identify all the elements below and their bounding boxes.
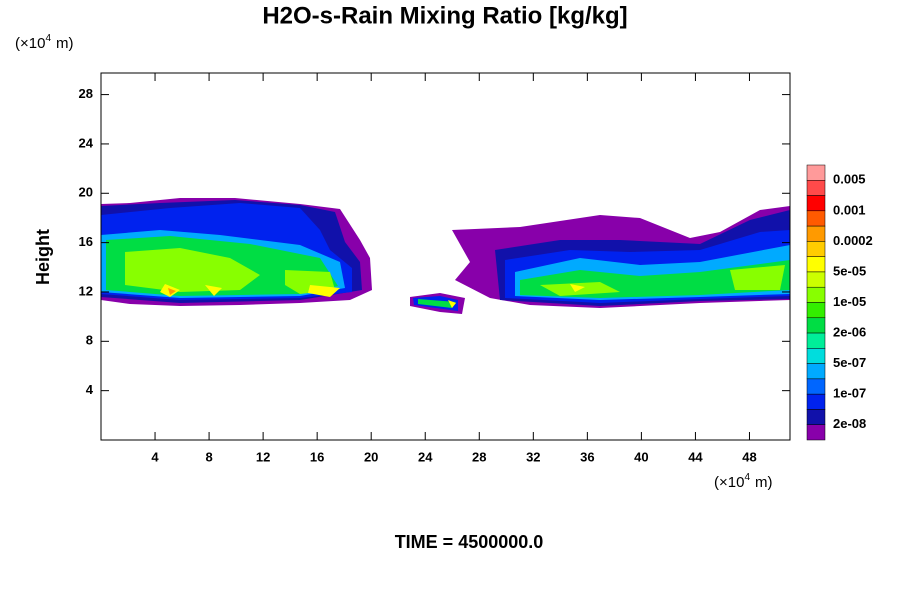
colorbar-label: 1e-05 xyxy=(833,294,866,309)
unit-prefix: (×10 xyxy=(15,35,45,52)
y-axis-label: Height xyxy=(33,229,53,285)
plot-frame xyxy=(100,72,791,441)
colorbar-swatch xyxy=(806,210,826,227)
chart-title: H2O-s-Rain Mixing Ratio [kg/kg] xyxy=(262,2,627,29)
contour-region xyxy=(168,288,176,295)
colorbar-swatch xyxy=(806,271,826,288)
colorbar-swatch xyxy=(806,164,826,181)
colorbar-swatch xyxy=(806,348,826,364)
contour-region xyxy=(125,248,260,292)
x-tick-label: 8 xyxy=(205,449,212,464)
colorbar-label: 2e-06 xyxy=(833,324,866,339)
colorbar-label: 0.0002 xyxy=(833,233,873,248)
x-tick-label: 32 xyxy=(526,449,540,464)
x-unit: (×104 m) xyxy=(714,472,773,491)
y-tick-label: 16 xyxy=(79,234,93,249)
y-tick-label: 8 xyxy=(86,333,93,348)
colorbar-swatch xyxy=(806,393,826,410)
colorbar-label: 0.001 xyxy=(833,202,866,217)
contour-region xyxy=(570,284,585,292)
x-tick-label: 20 xyxy=(364,449,378,464)
colorbar-label: 5e-07 xyxy=(833,355,866,370)
colorbar-swatch xyxy=(806,317,826,334)
colorbar-label: 0.005 xyxy=(833,172,866,187)
x-tick-label: 48 xyxy=(742,449,756,464)
y-tick-label: 20 xyxy=(79,185,93,200)
colorbar-swatch xyxy=(806,424,826,441)
x-tick-label: 12 xyxy=(256,449,270,464)
colorbar-swatch xyxy=(806,180,826,196)
colorbar-swatch xyxy=(806,241,826,257)
colorbar-swatch xyxy=(806,409,826,425)
x-tick-label: 40 xyxy=(634,449,648,464)
colorbar-label: 2e-08 xyxy=(833,416,866,431)
y-tick-label: 4 xyxy=(86,382,94,397)
colorbar-swatch xyxy=(806,332,826,349)
footer: TIME = 4500000.0 xyxy=(395,532,544,552)
unit-exponent: 4 xyxy=(744,472,750,483)
unit-suffix: m) xyxy=(56,35,74,52)
colorbar-swatch xyxy=(806,302,826,319)
contour-region xyxy=(730,265,785,290)
colorbar-label: 5e-05 xyxy=(833,263,866,278)
y-tick-label: 28 xyxy=(79,86,93,101)
contour-region xyxy=(418,299,456,308)
colorbar-label: 1e-07 xyxy=(833,386,866,401)
x-tick-label: 44 xyxy=(688,449,703,464)
contour-region xyxy=(448,300,456,308)
colorbar-swatch xyxy=(806,195,826,212)
x-tick-label: 24 xyxy=(418,449,433,464)
contour-region xyxy=(308,285,340,297)
y-tick-label: 12 xyxy=(79,283,93,298)
x-tick-label: 36 xyxy=(580,449,594,464)
colorbar-swatch xyxy=(806,256,826,273)
y-tick-label: 24 xyxy=(79,135,94,150)
x-tick-label: 4 xyxy=(151,449,159,464)
unit-exponent: 4 xyxy=(45,33,51,44)
x-tick-label: 28 xyxy=(472,449,486,464)
y-unit: (×104 m) xyxy=(15,33,74,52)
colorbar-swatch xyxy=(806,286,826,303)
unit-prefix: (×10 xyxy=(714,474,744,491)
contour-field xyxy=(101,198,790,314)
colorbar-swatch xyxy=(806,363,826,380)
unit-suffix: m) xyxy=(755,474,773,491)
colorbar-swatch xyxy=(806,225,826,242)
x-tick-label: 16 xyxy=(310,449,324,464)
contour-region xyxy=(205,285,222,296)
colorbar-swatch xyxy=(806,378,826,395)
